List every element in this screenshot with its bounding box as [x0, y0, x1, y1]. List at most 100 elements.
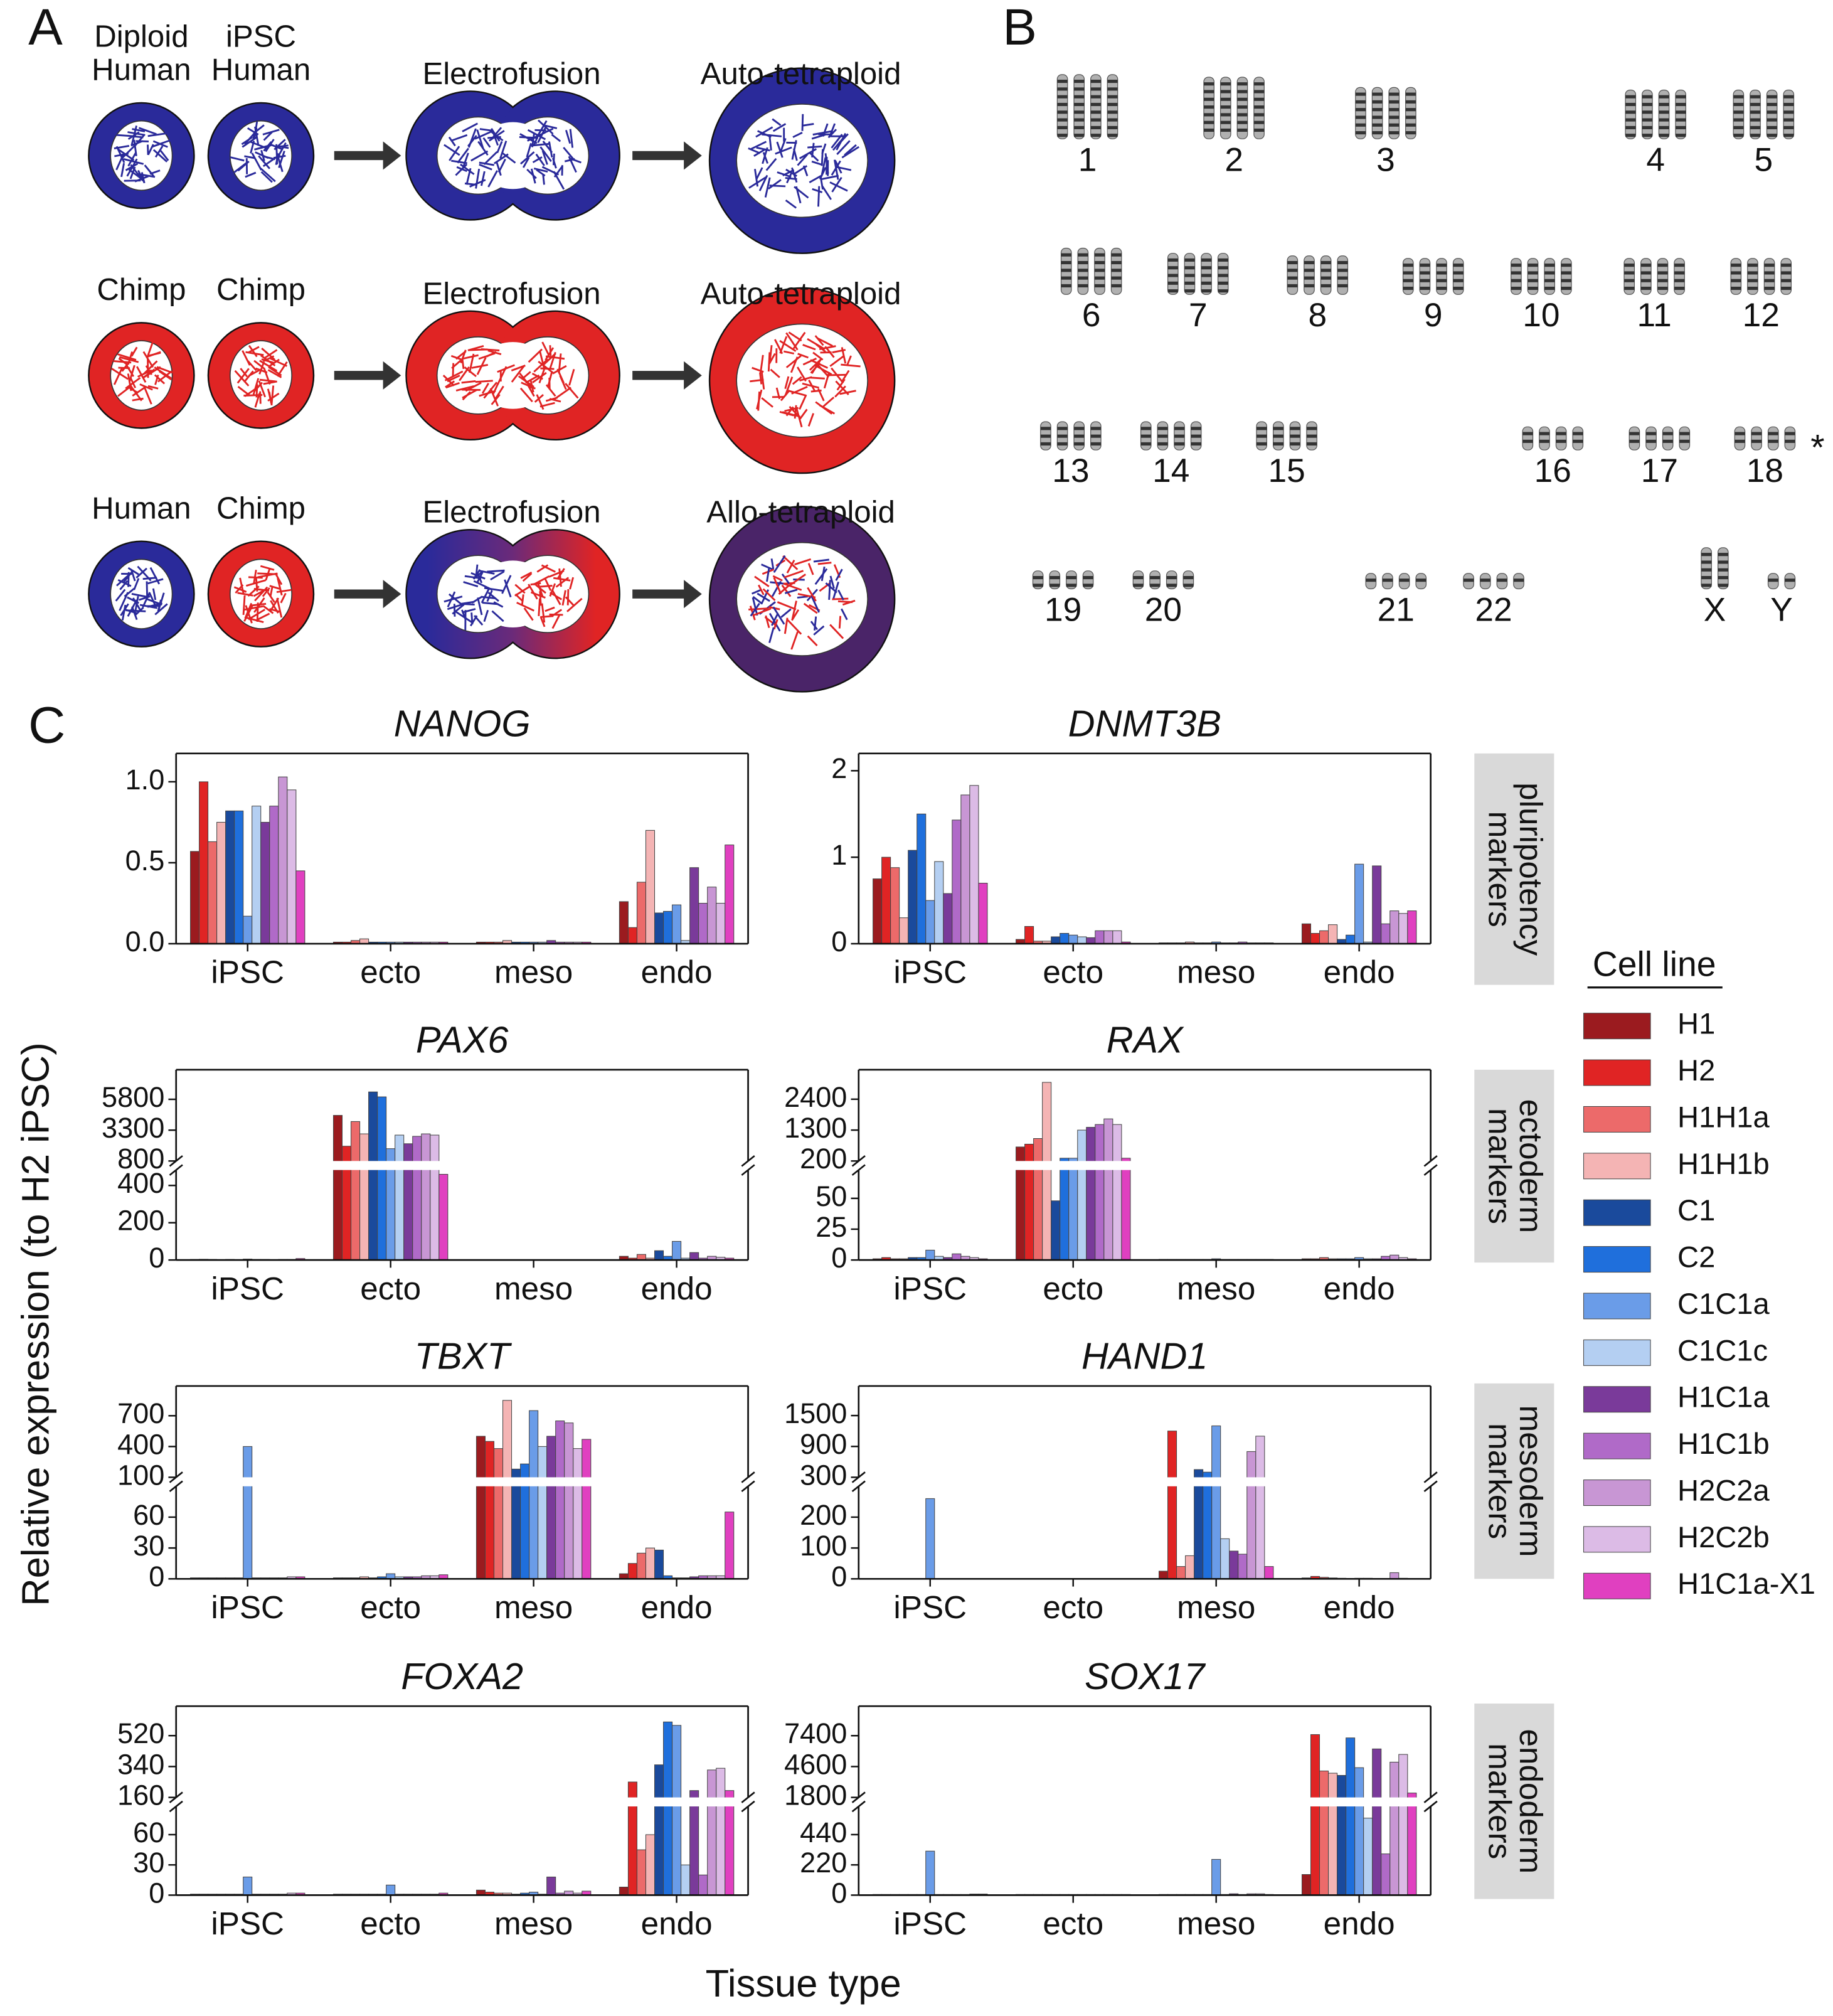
chromosome-band	[1767, 95, 1777, 99]
bar	[412, 1136, 422, 1261]
chromosome	[528, 348, 543, 363]
break-mark	[851, 1164, 866, 1176]
chromosome-band	[1561, 264, 1572, 267]
bar	[476, 1436, 486, 1579]
chromosome-band	[1237, 128, 1248, 132]
chromosome-band	[1057, 95, 1068, 99]
bar	[1310, 1734, 1320, 1896]
chromosome-band	[1747, 271, 1758, 275]
chromosome-band	[1733, 118, 1744, 122]
bar	[654, 1764, 664, 1896]
chromosome-band	[1049, 584, 1060, 587]
chromosome	[759, 372, 763, 385]
fusion-label: Electrofusion	[422, 495, 600, 530]
bar	[484, 1441, 495, 1579]
bar	[1246, 1451, 1257, 1579]
chromosome	[761, 397, 773, 408]
chromosome	[542, 353, 556, 366]
legend-swatch	[1583, 1339, 1651, 1366]
panel-label: A	[28, 0, 63, 56]
chromosome	[553, 387, 571, 400]
chromosome-band	[1203, 120, 1214, 124]
bar	[916, 813, 927, 944]
bar	[493, 1448, 504, 1579]
bar	[645, 829, 656, 944]
chromosome-band	[1768, 439, 1778, 443]
chromosome	[784, 589, 798, 594]
chromosome-band	[1640, 286, 1652, 291]
bar	[573, 1448, 583, 1579]
bar	[359, 1133, 369, 1261]
chromosome-band	[1718, 584, 1728, 587]
bar	[681, 1864, 691, 1896]
chromosome	[275, 153, 279, 165]
chromosome-band	[1184, 281, 1195, 285]
chromosome-band	[1090, 427, 1102, 430]
legend-swatch	[1583, 1293, 1651, 1320]
chromosome-band	[1167, 281, 1178, 285]
legend-swatch	[1583, 1386, 1651, 1413]
chromosome	[539, 146, 552, 163]
chromosome-band	[1747, 279, 1758, 282]
chromosome-band	[1074, 442, 1085, 446]
chromosome-label: 14	[1152, 452, 1189, 489]
y-tick-label: 440	[800, 1816, 847, 1848]
chromosome	[753, 607, 772, 616]
annotation: *	[1810, 427, 1824, 467]
chromosome-band	[1674, 279, 1685, 282]
arrow-head	[383, 141, 401, 170]
chromosome	[837, 133, 849, 145]
chromosome	[752, 597, 758, 616]
chromosome	[807, 338, 826, 350]
karyotype-chromosome	[1452, 258, 1464, 295]
chromosome-band	[1511, 271, 1522, 275]
chromosome	[497, 366, 507, 385]
chromosome-band	[1416, 579, 1427, 582]
chromosome-band	[1337, 284, 1348, 287]
chromosome-band	[1675, 118, 1686, 122]
chromosome	[260, 171, 273, 183]
chromosome	[242, 136, 258, 148]
bar	[1398, 1754, 1408, 1896]
chromosome-band	[1061, 276, 1071, 280]
bar	[1167, 1431, 1177, 1579]
legend-swatch	[1583, 1480, 1651, 1507]
chromosome-band	[1253, 82, 1265, 86]
chromosome-band	[1675, 102, 1686, 107]
chromosome	[147, 578, 164, 585]
chromosome	[821, 174, 839, 180]
bar	[351, 1121, 361, 1261]
chromosome-band	[1522, 439, 1533, 443]
x-tick-label: ecto	[1043, 1589, 1103, 1625]
chromosome	[792, 376, 802, 385]
chromosome-label: 15	[1268, 452, 1305, 489]
bar	[1068, 934, 1078, 944]
chromosome	[558, 353, 562, 374]
y-tick-label: 400	[117, 1428, 164, 1460]
chromosome-band	[1624, 286, 1635, 291]
chromosome	[783, 350, 795, 355]
chromosome-band	[1184, 289, 1195, 293]
chromosome	[474, 131, 491, 140]
chromosome-band	[1273, 434, 1284, 438]
chromosome	[233, 586, 247, 593]
karyotype-chromosome	[1674, 258, 1685, 295]
chromosome-band	[1679, 439, 1690, 443]
chromosome	[797, 353, 809, 359]
bar	[1319, 930, 1329, 944]
chromosome-band	[1674, 286, 1685, 291]
x-tick-label: iPSC	[893, 1589, 967, 1625]
bar	[1354, 1767, 1364, 1896]
chromosome-band	[1355, 100, 1366, 104]
bar	[943, 893, 953, 944]
chromosome	[125, 364, 135, 377]
bar	[1086, 937, 1096, 944]
bar	[934, 861, 944, 944]
chromosome	[149, 169, 161, 175]
chromosome-band	[1372, 131, 1383, 135]
chromosome	[768, 179, 782, 190]
break-mark	[851, 1471, 866, 1483]
chromosome	[841, 608, 848, 621]
break-mark	[1423, 1164, 1438, 1176]
